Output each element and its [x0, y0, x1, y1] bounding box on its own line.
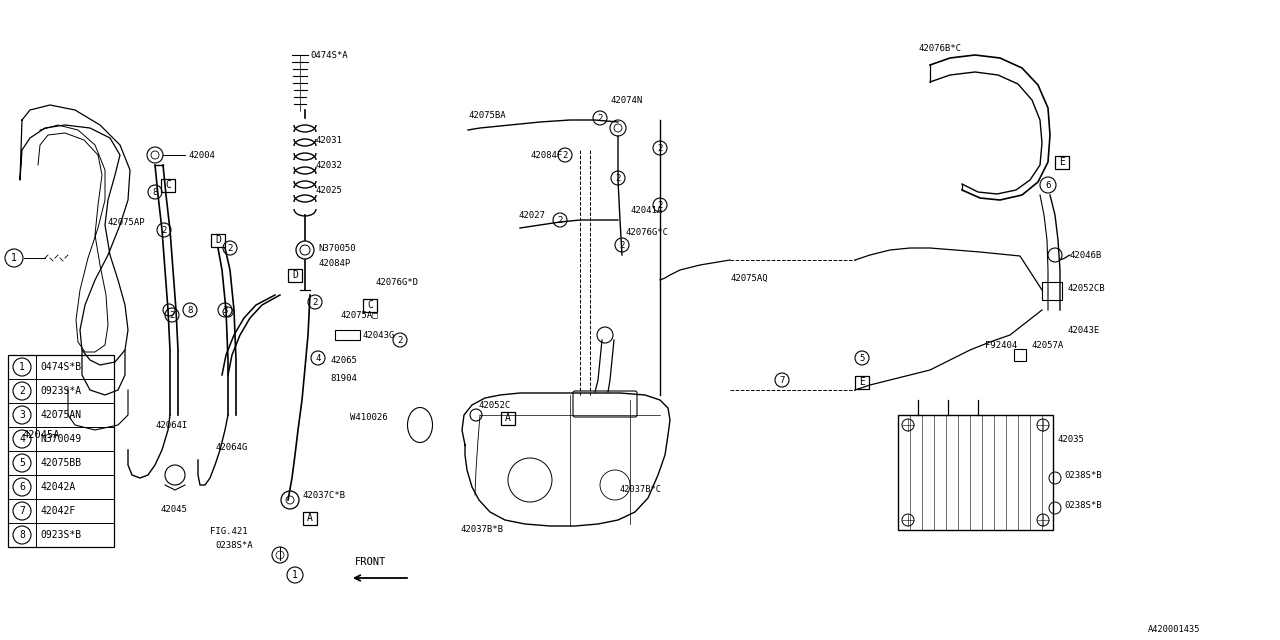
Text: C: C — [165, 180, 172, 190]
Text: 42074N: 42074N — [611, 95, 643, 104]
Bar — [288, 269, 302, 282]
Text: 42052CB: 42052CB — [1068, 284, 1106, 292]
Text: 42045A: 42045A — [22, 430, 59, 440]
Text: 42035: 42035 — [1059, 435, 1085, 445]
Text: 42052C: 42052C — [477, 401, 511, 410]
Bar — [303, 511, 317, 525]
Bar — [1055, 156, 1069, 168]
Text: 6: 6 — [19, 482, 24, 492]
Text: 2: 2 — [658, 143, 663, 152]
Text: 2: 2 — [169, 310, 174, 319]
Text: 42065: 42065 — [330, 355, 357, 365]
Text: 5: 5 — [19, 458, 24, 468]
Text: 42084F: 42084F — [530, 150, 562, 159]
Text: 42075BB: 42075BB — [40, 458, 81, 468]
Text: 0238S*B: 0238S*B — [1064, 500, 1102, 509]
Text: N370049: N370049 — [40, 434, 81, 444]
Text: 42046B: 42046B — [1070, 250, 1102, 259]
Text: 7: 7 — [780, 376, 785, 385]
Text: 2: 2 — [658, 200, 663, 209]
Text: 8: 8 — [187, 305, 193, 314]
Text: N370050: N370050 — [317, 243, 356, 253]
Text: 42004: 42004 — [188, 150, 215, 159]
Text: 0238S*A: 0238S*A — [215, 541, 252, 550]
Text: 3: 3 — [223, 305, 228, 314]
Text: 1: 1 — [19, 362, 24, 372]
Text: A: A — [307, 513, 312, 523]
Text: 3: 3 — [19, 410, 24, 420]
Text: 42041A: 42041A — [630, 205, 662, 214]
Text: FIG.421: FIG.421 — [210, 527, 247, 536]
Text: 42045: 42045 — [160, 506, 187, 515]
Text: FRONT: FRONT — [355, 557, 387, 567]
Text: 2: 2 — [312, 298, 317, 307]
Text: D: D — [215, 235, 221, 245]
Text: 42037B*B: 42037B*B — [460, 525, 503, 534]
Text: 6: 6 — [1046, 180, 1051, 189]
Text: 42064I: 42064I — [155, 420, 187, 429]
Text: 42042A: 42042A — [40, 482, 76, 492]
Text: 42075A□: 42075A□ — [340, 310, 378, 319]
Text: 0238S*B: 0238S*B — [1064, 470, 1102, 479]
Text: W410026: W410026 — [349, 413, 388, 422]
Text: 7: 7 — [19, 506, 24, 516]
Text: 42057A: 42057A — [1032, 340, 1064, 349]
Text: D: D — [292, 270, 298, 280]
Bar — [8, 355, 114, 547]
Bar — [161, 179, 175, 191]
Text: 42075BA: 42075BA — [468, 111, 506, 120]
Bar — [500, 412, 515, 424]
Bar — [335, 330, 360, 340]
Text: 2: 2 — [557, 216, 563, 225]
Text: 1: 1 — [12, 253, 17, 263]
Text: 42042F: 42042F — [40, 506, 76, 516]
Text: 42025: 42025 — [315, 186, 342, 195]
Bar — [855, 376, 869, 388]
Bar — [1042, 282, 1062, 300]
Text: 8: 8 — [19, 530, 24, 540]
Text: 2: 2 — [598, 113, 603, 122]
Text: 0923S*B: 0923S*B — [40, 530, 81, 540]
Text: 42076G*C: 42076G*C — [625, 227, 668, 237]
Text: E: E — [859, 377, 865, 387]
Text: 81904: 81904 — [330, 374, 357, 383]
Text: 2: 2 — [397, 335, 403, 344]
Text: 0474S*B: 0474S*B — [40, 362, 81, 372]
Text: 42084P: 42084P — [317, 259, 351, 268]
Text: 42076B*C: 42076B*C — [918, 44, 961, 52]
Text: 8: 8 — [152, 188, 157, 196]
Text: 2: 2 — [562, 150, 568, 159]
Text: F92404: F92404 — [986, 340, 1018, 349]
Text: 0923S*A: 0923S*A — [40, 386, 81, 396]
Bar — [364, 298, 378, 312]
Text: C: C — [367, 300, 372, 310]
Text: 42032: 42032 — [315, 161, 342, 170]
Text: A: A — [506, 413, 511, 423]
Bar — [899, 415, 1053, 530]
Text: 42064G: 42064G — [215, 444, 247, 452]
Text: 5: 5 — [859, 353, 865, 362]
Text: 4: 4 — [315, 353, 321, 362]
Text: 2: 2 — [19, 386, 24, 396]
Text: 2: 2 — [161, 225, 166, 234]
Text: 42076G*D: 42076G*D — [375, 278, 419, 287]
Text: 42075AQ: 42075AQ — [730, 273, 768, 282]
Text: 42043G: 42043G — [362, 330, 394, 339]
Text: 42075AP: 42075AP — [108, 218, 145, 227]
Bar — [211, 234, 225, 246]
Text: 0474S*A: 0474S*A — [310, 51, 348, 60]
Text: 1: 1 — [292, 570, 298, 580]
Text: E: E — [1059, 157, 1065, 167]
Text: 42027: 42027 — [518, 211, 545, 220]
Text: 4: 4 — [19, 434, 24, 444]
Text: 42043E: 42043E — [1068, 326, 1101, 335]
Text: 2: 2 — [616, 173, 621, 182]
Text: 2: 2 — [228, 243, 233, 253]
Text: 2: 2 — [620, 241, 625, 250]
Text: 42031: 42031 — [315, 136, 342, 145]
Text: 42037B*C: 42037B*C — [620, 486, 662, 495]
Text: A420001435: A420001435 — [1148, 625, 1201, 634]
Text: 42037C*B: 42037C*B — [302, 490, 346, 499]
Text: 42075AN: 42075AN — [40, 410, 81, 420]
